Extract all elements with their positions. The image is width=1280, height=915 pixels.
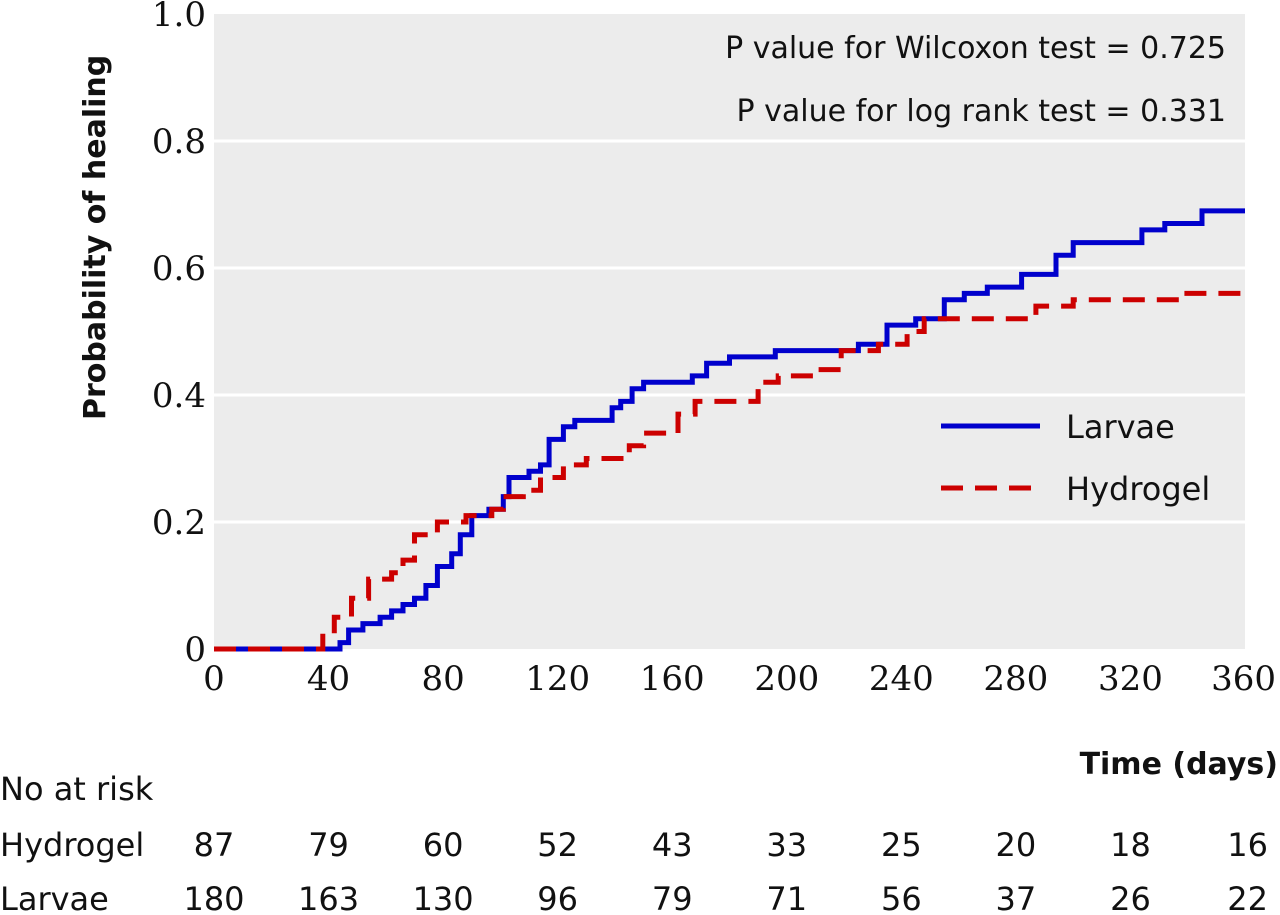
series-line-larvae: [214, 208, 1245, 652]
at-risk-value: 87: [194, 826, 235, 864]
y-tick-labels: 0 0.2 0.4 0.6 0.8 1.0: [152, 0, 206, 670]
survival-curves: [214, 208, 1245, 652]
x-tick-label: 280: [983, 659, 1048, 699]
legend-label-larvae: Larvae: [1066, 408, 1175, 446]
at-risk-value: 180: [183, 880, 244, 915]
x-tick-label: 360: [1211, 659, 1276, 699]
x-tick-label: 0: [203, 659, 225, 699]
y-tick-label: 0.2: [152, 503, 206, 543]
y-tick-label: 0: [184, 630, 206, 670]
x-tick-label: 240: [869, 659, 934, 699]
at-risk-value: 71: [766, 880, 807, 915]
at-risk-value: 22: [1227, 880, 1268, 915]
at-risk-value: 52: [537, 826, 578, 864]
at-risk-value: 130: [413, 880, 474, 915]
at-risk-value: 79: [652, 880, 693, 915]
at-risk-value: 16: [1227, 826, 1268, 864]
gridlines: [214, 139, 1245, 524]
y-tick-label: 0.8: [152, 122, 206, 162]
at-risk-value: 37: [996, 880, 1037, 915]
legend: Larvae Hydrogel: [941, 408, 1210, 508]
x-tick-label: 200: [754, 659, 819, 699]
at-risk-header: No at risk: [0, 770, 154, 808]
x-tick-label: 80: [421, 659, 464, 699]
at-risk-value: 163: [298, 880, 359, 915]
y-tick-label: 0.4: [152, 376, 206, 416]
at-risk-value: 96: [537, 880, 578, 915]
at-risk-value: 33: [766, 826, 807, 864]
wilcoxon-annotation: P value for Wilcoxon test = 0.725: [725, 31, 1226, 66]
at-risk-value: 26: [1110, 880, 1151, 915]
x-axis-label: Time (days): [1080, 747, 1278, 782]
x-tick-labels: 0 40 80 120 160 200 240 280 320 360: [203, 659, 1276, 699]
at-risk-row-label: Hydrogel: [0, 826, 144, 864]
at-risk-row-label: Larvae: [0, 880, 109, 915]
y-tick-label: 1.0: [152, 0, 206, 35]
at-risk-value: 79: [308, 826, 349, 864]
at-risk-value: 60: [423, 826, 464, 864]
at-risk-table: No at risk Hydrogel 87 79 60 52 43 33 25 20 18 16 L…: [0, 770, 1268, 915]
at-risk-value: 18: [1110, 826, 1151, 864]
y-tick-label: 0.6: [152, 249, 206, 289]
x-tick-label: 40: [307, 659, 350, 699]
plot-background: [214, 14, 1245, 649]
legend-label-hydrogel: Hydrogel: [1066, 470, 1210, 508]
at-risk-value: 56: [881, 880, 922, 915]
at-risk-value: 25: [881, 826, 922, 864]
logrank-annotation: P value for log rank test = 0.331: [736, 94, 1226, 129]
x-tick-label: 160: [640, 659, 705, 699]
series-line-hydrogel: [214, 290, 1245, 652]
x-tick-label: 320: [1098, 659, 1163, 699]
at-risk-value: 43: [652, 826, 693, 864]
at-risk-value: 20: [996, 826, 1037, 864]
x-tick-label: 120: [525, 659, 590, 699]
y-axis-label: Probability of healing: [78, 55, 113, 420]
